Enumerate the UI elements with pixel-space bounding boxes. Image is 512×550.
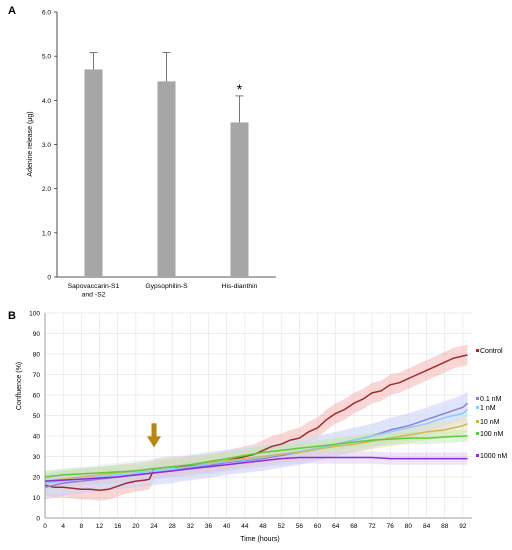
x-tick-label: 92 xyxy=(459,523,467,530)
x-category-label: His-dianthin xyxy=(222,283,258,290)
legend-label: Control xyxy=(480,348,503,355)
legend-label: 100 nM xyxy=(480,431,504,438)
x-tick-label: 84 xyxy=(423,523,431,530)
series-line xyxy=(44,423,468,482)
series-line xyxy=(44,408,468,484)
x-tick-label: 32 xyxy=(187,523,195,530)
y-tick-label: 0 xyxy=(47,275,51,282)
x-tick-label: 44 xyxy=(241,523,249,530)
error-band xyxy=(45,344,468,501)
legend-label: 1 nM xyxy=(480,405,496,412)
x-tick-label: 88 xyxy=(441,523,449,530)
panel-b-label: B xyxy=(8,310,16,322)
series-line xyxy=(44,435,468,478)
y-tick-label: 3.0 xyxy=(42,142,51,149)
x-tick-label: 36 xyxy=(205,523,213,530)
y-tick-label: 0 xyxy=(36,516,40,523)
x-category-label: and -S2 xyxy=(82,292,106,299)
y-tick-label: 2.0 xyxy=(42,186,51,193)
legend-label: 1000 nM xyxy=(480,453,507,460)
y-tick-label: 10 xyxy=(33,495,41,502)
legend-marker xyxy=(476,432,479,435)
x-tick-label: 76 xyxy=(387,523,395,530)
x-tick-label: 48 xyxy=(259,523,267,530)
y-tick-label: 90 xyxy=(33,331,41,338)
legend-marker xyxy=(476,420,479,423)
x-tick-label: 72 xyxy=(368,523,376,530)
y-tick-label: 80 xyxy=(33,352,41,359)
x-category-label: Sapovaccarin-S1 xyxy=(68,283,120,290)
x-tick-label: 56 xyxy=(296,523,304,530)
x-category-label: Gypsophilin-S xyxy=(145,283,188,290)
x-tick-label: 80 xyxy=(405,523,413,530)
series-line xyxy=(44,456,468,482)
bar xyxy=(84,69,103,278)
bar xyxy=(157,81,176,277)
x-tick-label: 64 xyxy=(332,523,340,530)
x-tick-label: 12 xyxy=(96,523,104,530)
x-tick-label: 40 xyxy=(223,523,231,530)
y-tick-label: 5.0 xyxy=(42,54,51,61)
arrow-shaft xyxy=(151,423,157,438)
legend-marker xyxy=(476,397,479,400)
line-chart-xlabel: Time (hours) xyxy=(240,536,279,543)
y-tick-label: 6.0 xyxy=(42,10,51,17)
x-tick-label: 60 xyxy=(314,523,322,530)
bar-chart: Adenine release (µg) 0 1.0 2.0 3.0 4.0 5.0 6.0… xyxy=(27,10,276,299)
y-tick-label: 4.0 xyxy=(42,98,51,105)
bar-chart-x-axis: Sapovaccarin-S1 and -S2 Gypsophilin-S His-d… xyxy=(68,283,258,299)
arrow-head xyxy=(147,436,162,448)
x-tick-label: 52 xyxy=(278,523,286,530)
x-tick-label: 16 xyxy=(114,523,122,530)
y-tick-label: 60 xyxy=(33,393,41,400)
x-tick-label: 20 xyxy=(132,523,140,530)
y-tick-label: 100 xyxy=(29,311,40,318)
line-chart-legend: Control 0.1 nM 1 nM 10 nM 100 nM 1000 nM xyxy=(476,348,507,460)
y-tick-label: 30 xyxy=(33,454,41,461)
legend-marker xyxy=(476,406,479,409)
error-band xyxy=(45,390,468,500)
y-tick-label: 1.0 xyxy=(42,230,51,237)
significance-marker: * xyxy=(237,81,243,97)
legend-label: 10 nM xyxy=(480,419,500,426)
legend-label: 0.1 nM xyxy=(480,396,502,403)
x-tick-label: 28 xyxy=(169,523,177,530)
x-tick-label: 8 xyxy=(80,523,84,530)
x-tick-label: 68 xyxy=(350,523,358,530)
bar xyxy=(230,122,249,278)
bar-chart-bars: * xyxy=(84,52,249,278)
treatment-arrow-icon xyxy=(147,423,162,448)
line-chart-series xyxy=(44,354,468,492)
x-tick-label: 0 xyxy=(43,523,47,530)
y-tick-label: 70 xyxy=(33,372,41,379)
x-tick-label: 4 xyxy=(61,523,65,530)
y-tick-label: 50 xyxy=(33,413,41,420)
y-tick-label: 20 xyxy=(33,475,41,482)
line-chart-ylabel: Confluence (%) xyxy=(16,362,23,410)
legend-marker xyxy=(476,349,479,352)
legend-marker xyxy=(476,454,479,457)
y-tick-label: 40 xyxy=(33,434,41,441)
x-tick-label: 24 xyxy=(150,523,158,530)
panel-a-label: A xyxy=(8,5,16,17)
bar-chart-ylabel: Adenine release (µg) xyxy=(27,111,34,176)
